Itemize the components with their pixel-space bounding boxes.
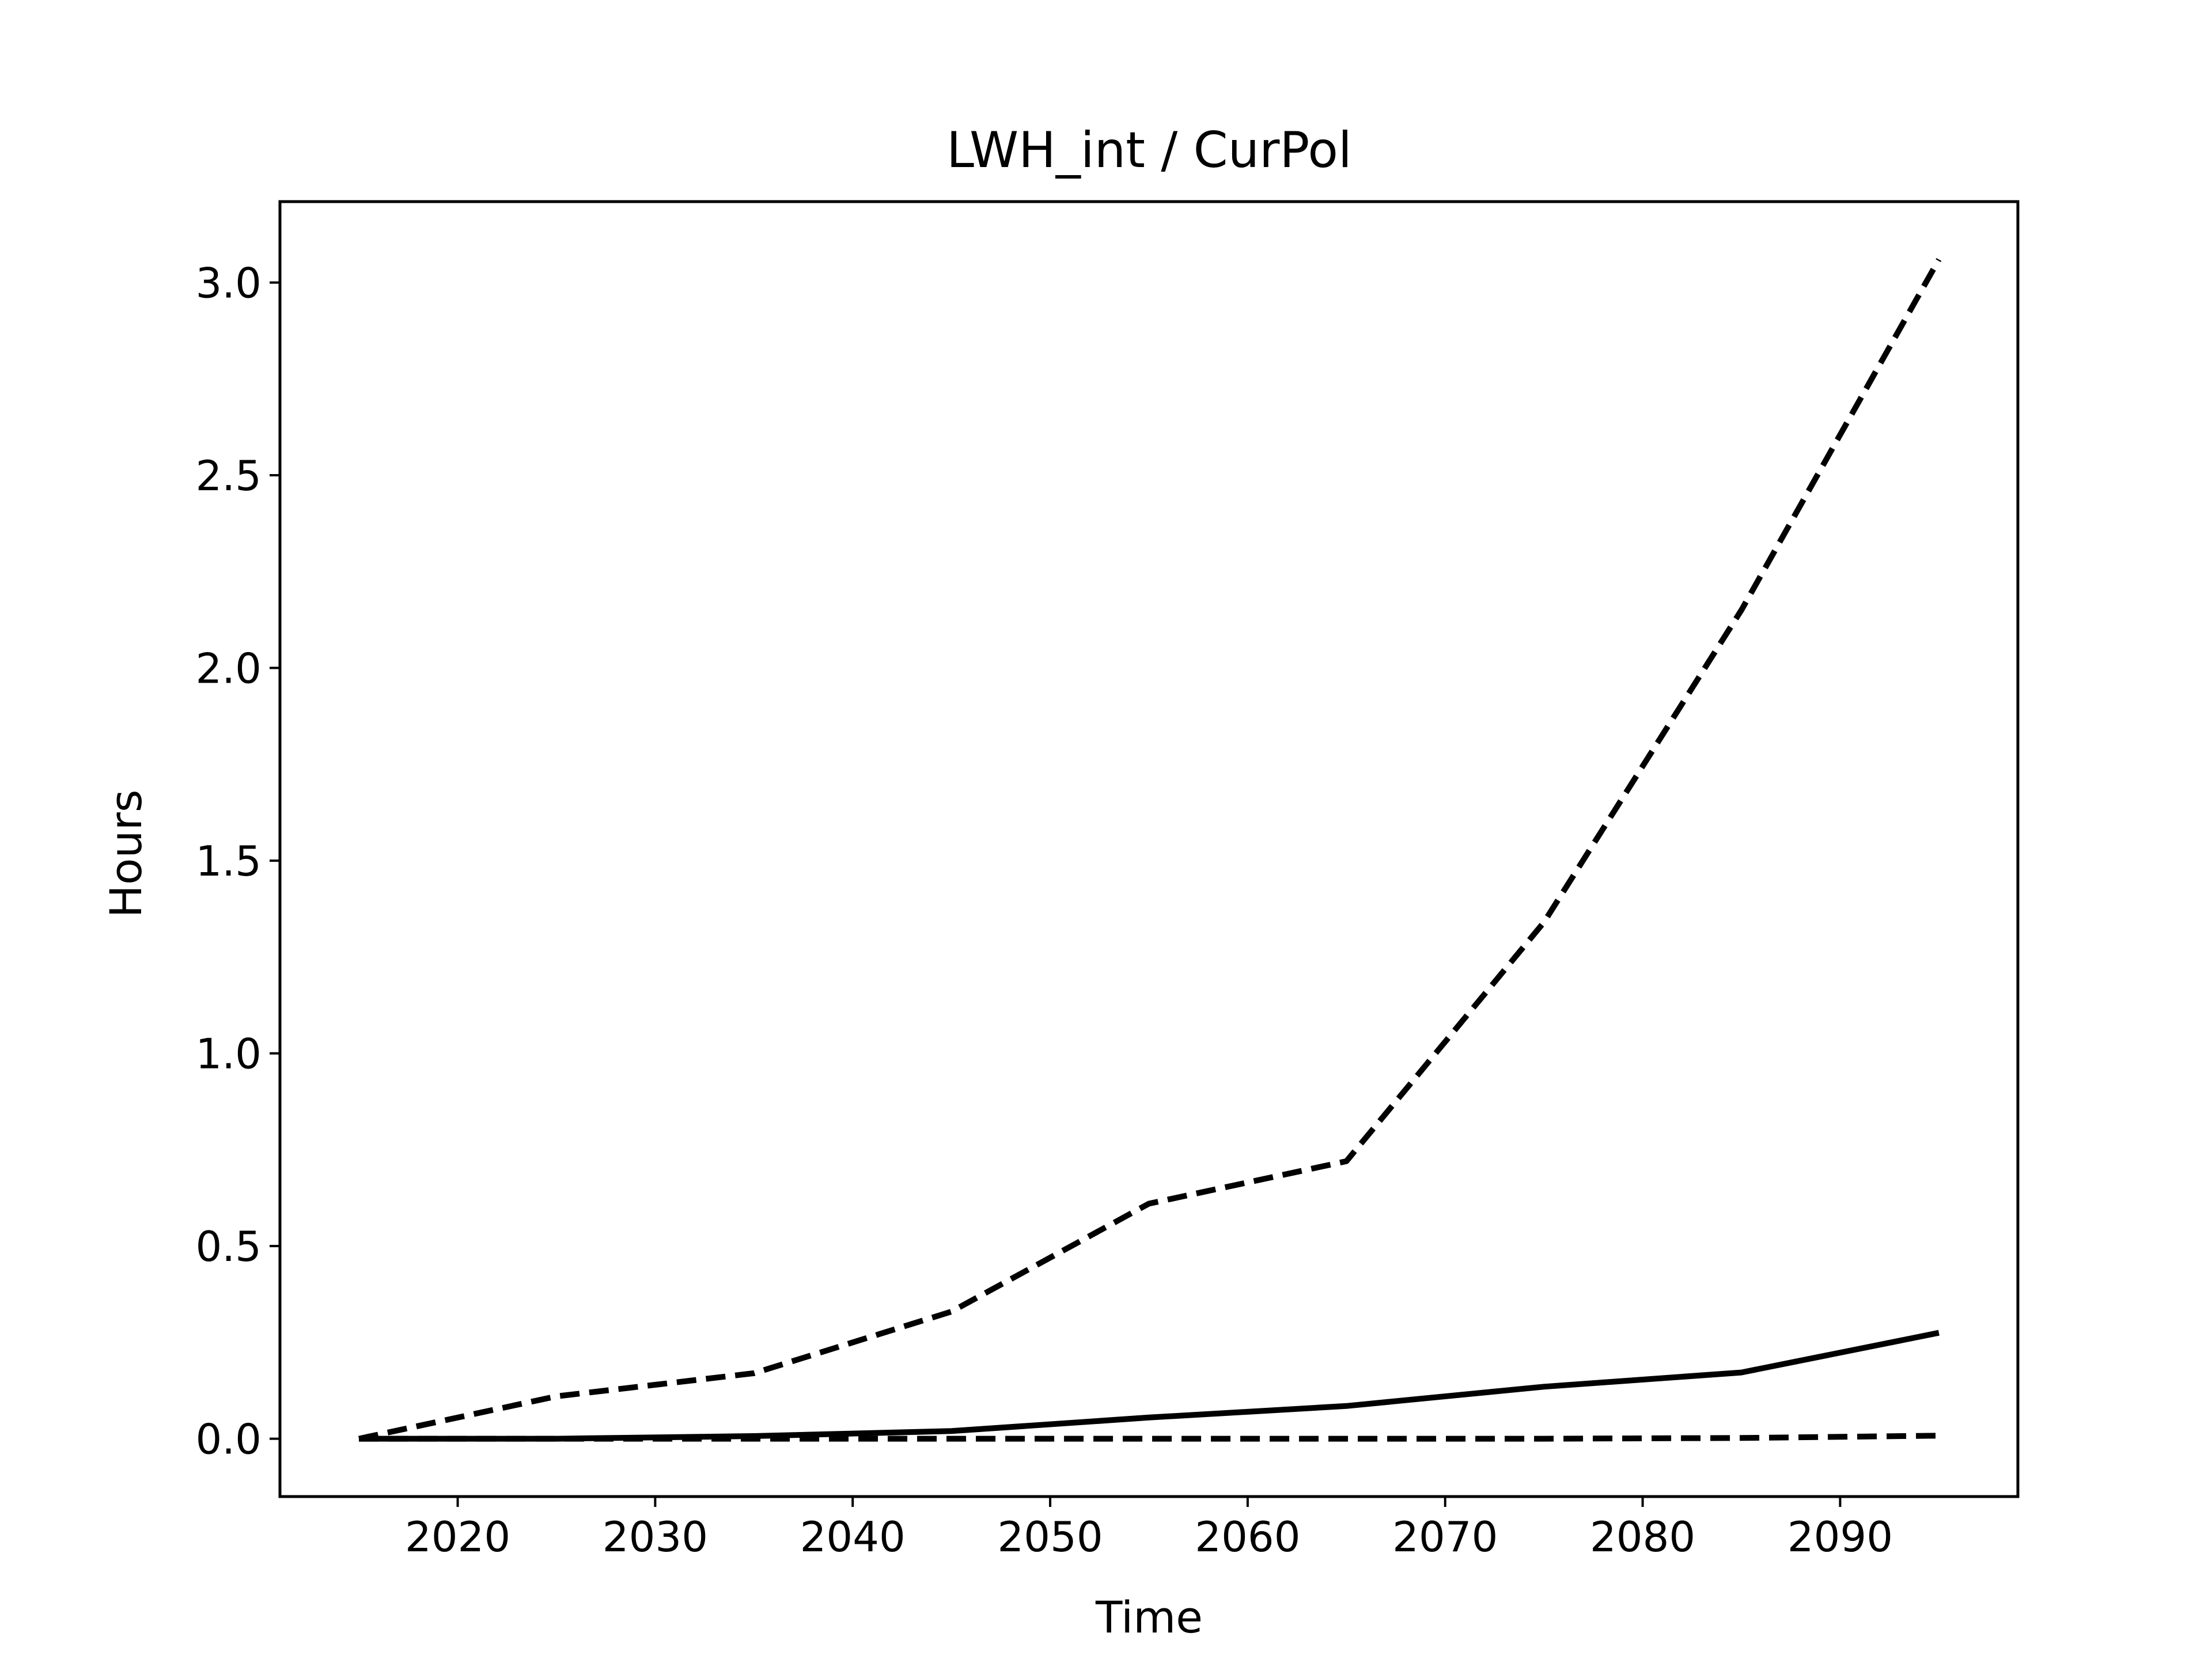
x-axis-label: Time xyxy=(1095,1592,1203,1643)
y-tick-label-1.0: 1.0 xyxy=(195,1030,262,1078)
x-tick-label-2090: 2090 xyxy=(1787,1513,1893,1561)
series-line-2 xyxy=(359,1330,1940,1442)
x-tick-label-2040: 2040 xyxy=(800,1513,906,1561)
y-tick-label-1.5: 1.5 xyxy=(195,837,262,885)
x-tick-label-2080: 2080 xyxy=(1590,1513,1695,1561)
y-tick-label-2.5: 2.5 xyxy=(195,452,262,500)
chart-title: LWH_int / CurPol xyxy=(946,122,1352,179)
plot-frame xyxy=(278,200,2020,1498)
y-tick-label-3.0: 3.0 xyxy=(195,259,262,308)
y-tick-label-0.5: 0.5 xyxy=(195,1222,262,1271)
y-axis-label: Hours xyxy=(100,790,151,918)
series-line-1 xyxy=(358,257,1942,1442)
x-tick-label-2060: 2060 xyxy=(1195,1513,1300,1561)
plot-area: 2020 2030 2040 2050 2060 2070 2080 2090 0.0 0.5 1.… xyxy=(195,200,2020,1561)
x-tick-label-2030: 2030 xyxy=(603,1513,708,1561)
x-tick-label-2020: 2020 xyxy=(405,1513,510,1561)
x-tick-label-2050: 2050 xyxy=(997,1513,1103,1561)
x-tick-label-2070: 2070 xyxy=(1392,1513,1498,1561)
series-line-3 xyxy=(359,1433,1939,1442)
y-tick-label-0.0: 0.0 xyxy=(195,1415,262,1464)
y-tick-label-2.0: 2.0 xyxy=(195,645,262,693)
